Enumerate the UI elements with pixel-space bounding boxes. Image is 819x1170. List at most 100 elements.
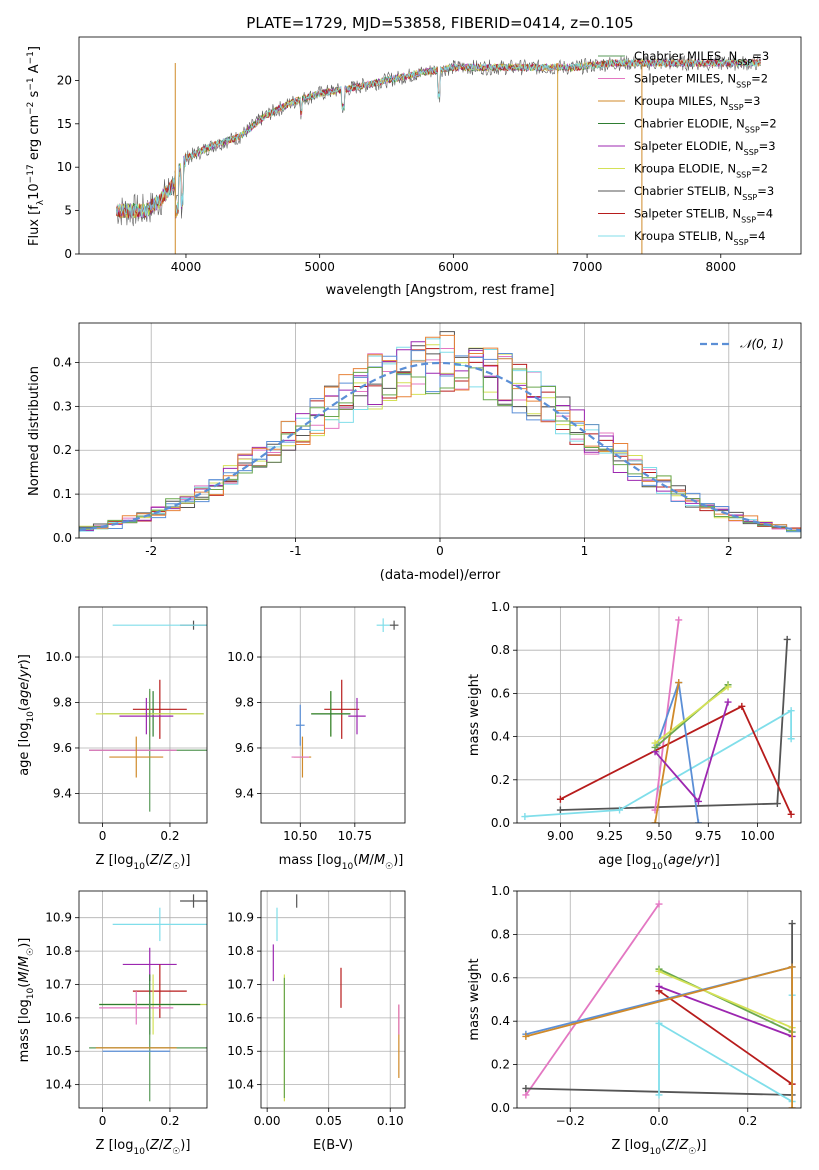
histograms [79,331,801,538]
y-tick-label: 10.6 [227,1011,254,1025]
weight-line [658,990,793,1085]
spectrum-legend: Chabrier MILES, NSSP=3 Salpeter MILES, NS… [598,49,777,247]
y-tick-label: 0.2 [491,773,510,787]
y-tick-label: 9.8 [53,695,72,709]
weight-marker [675,679,683,687]
x-tick-label: 10.50 [283,829,317,843]
weight-marker [724,683,732,691]
legend-label: Salpeter ELODIE, NSSP=3 [634,139,776,157]
x-axis-label: age [log10(age/yr)] [598,853,720,872]
weight-marker [651,819,659,823]
y-tick-label: 1.0 [491,600,510,614]
weight-marker [694,797,702,805]
y-tick-label: 0.0 [491,1101,510,1115]
y-tick-label: 10.8 [227,944,254,958]
x-tick-label: 4000 [171,260,202,274]
y-axis-label: mass weight [467,958,482,1040]
legend-label: Chabrier STELIB, NSSP=3 [634,184,774,202]
y-tick-label: 20 [57,73,72,87]
x-tick-label: 0 [436,544,444,558]
y-tick-label: 0 [64,247,72,261]
x-axis-label: mass [log10(M/M☉)] [279,853,404,872]
y-tick-label: 9.6 [53,741,72,755]
x-axis-label: E(B-V) [313,1138,353,1153]
axes-frame [78,36,802,255]
y-tick-label: 0.6 [491,971,510,985]
spectrum-line [116,58,761,219]
x-tick-label: 0.2 [738,1114,757,1128]
weight-marker [655,900,663,908]
weight-marker [556,795,564,803]
y-tick-label: 0.0 [53,531,72,545]
weight-marker [522,1084,530,1092]
weight-marker [556,806,564,814]
weight-line [656,682,700,823]
x-tick-label: -2 [145,544,157,558]
y-tick-label: 9.6 [235,741,254,755]
x-tick-label: 0 [99,1114,107,1128]
legend-label: Chabrier ELODIE, NSSP=2 [634,117,777,135]
y-tick-label: 0.2 [491,1058,510,1072]
y-tick-label: 10.0 [227,650,254,664]
y-tick-label: 10.8 [45,944,72,958]
weight-marker [738,702,746,710]
y-tick-label: 9.8 [235,695,254,709]
weight-marker [787,707,795,715]
y-tick-label: 10.6 [45,1011,72,1025]
error-bars [272,894,400,1102]
x-axis-label: wavelength [Angstrom, rest frame] [326,283,555,298]
weight-line [658,968,793,1033]
legend-label: Kroupa ELODIE, NSSP=2 [634,162,768,180]
weight-marker [787,810,795,818]
weight-marker [655,1019,663,1027]
x-tick-label: 7000 [572,260,603,274]
x-tick-label: 0.05 [315,1114,342,1128]
y-axis-label: mass weight [467,674,482,756]
y-tick-label: 0.4 [491,730,510,744]
legend-label: Kroupa MILES, NSSP=3 [634,94,760,112]
x-tick-label: 1 [581,544,589,558]
axes-frame [516,890,802,1109]
legend-label: Chabrier MILES, NSSP=3 [634,49,769,67]
weight-marker [675,616,683,624]
weight-marker [521,813,529,821]
spectrum-panel: 4000 5000 6000 7000 8000 0 5 10 15 20 Chabrier MIL… [26,14,802,298]
weight-lines [521,616,795,823]
mass_vs_Z-panel: 0 0.2 10.4 10.5 10.6 10.7 10.8 10.9 Z [log10(Z/Z… [17,890,208,1157]
y-tick-label: 10 [57,160,72,174]
x-tick-label: 5000 [304,260,335,274]
weight-marker [655,1091,663,1099]
y-tick-label: 15 [57,117,72,131]
axes-frame [78,322,802,539]
error-bars [89,894,207,1102]
weight-line [525,903,660,1096]
histogram-step [79,334,801,538]
weight-line [658,985,793,1038]
y-tick-label: 0.2 [53,443,72,457]
weight-marker [655,967,663,975]
axes-frame [260,890,406,1109]
x-tick-label: 2 [725,544,733,558]
y-tick-label: 10.0 [45,650,72,664]
y-tick-label: 10.9 [45,911,72,925]
y-tick-label: 10.5 [227,1044,254,1058]
y-axis-label: mass [log10(M/M☉)] [17,938,36,1063]
weight_vs_Z-panel: −0.2 0.0 0.2 0.0 0.2 0.4 0.6 0.8 1.0 Z [log10(Z/Z… [467,884,802,1157]
x-tick-label: 0.2 [160,1114,179,1128]
y-tick-label: 5 [64,204,72,218]
weight-marker [773,800,781,808]
axes-frame [516,606,802,824]
y-tick-label: 9.4 [53,786,72,800]
y-tick-label: 0.0 [491,816,510,830]
mass_vs_ebv-panel: 0.00 0.05 0.10 10.4 10.5 10.6 10.7 10.8 10.9 E(B-… [227,890,406,1153]
y-tick-label: 0.4 [491,1014,510,1028]
x-tick-label: 0.2 [160,829,179,843]
y-tick-label: 0.6 [491,686,510,700]
weight-marker [787,735,795,743]
weight-marker [522,1032,530,1040]
y-tick-label: 0.4 [53,355,72,369]
x-tick-label: 10.75 [338,829,372,843]
y-axis-label: Normed distribution [27,366,42,496]
weight-marker [724,698,732,706]
